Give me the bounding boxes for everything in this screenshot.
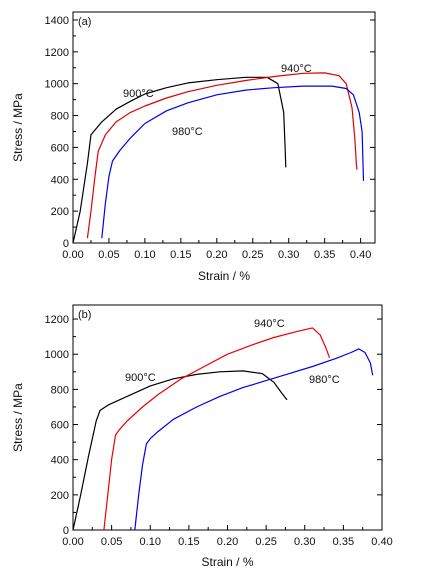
x-tick-label: 0.00 xyxy=(62,249,83,261)
x-tick-label: 0.25 xyxy=(255,536,276,548)
y-axis-title: Stress / MPa xyxy=(11,93,25,162)
y-axis-title: Stress / MPa xyxy=(11,383,25,452)
chart-panel-a: 0.00 0.05 0.10 0.15 0.20 0.25 0.30 0.35 0.40 0 200… xyxy=(11,11,376,283)
series-label: 900°C xyxy=(125,372,156,384)
x-tick-label: 0.35 xyxy=(314,249,335,261)
series-line-980c xyxy=(101,85,365,239)
series-line-900c xyxy=(72,370,288,531)
x-tick-label: 0.15 xyxy=(170,249,191,261)
x-tick-label: 0.10 xyxy=(134,249,155,261)
panel-label: (a) xyxy=(78,16,91,28)
series-label: 980°C xyxy=(309,374,340,386)
y-tick-label: 1200 xyxy=(45,314,69,326)
x-tick-label: 0.05 xyxy=(101,536,122,548)
x-tick-label: 0.25 xyxy=(242,249,263,261)
x-tick-label: 0.35 xyxy=(333,536,354,548)
y-tick-label: 200 xyxy=(51,490,69,502)
y-tick-label: 0 xyxy=(63,238,69,250)
series-line-940c xyxy=(86,72,358,239)
x-axis-title: Strain / % xyxy=(201,555,253,569)
x-tick-label: 0.20 xyxy=(206,249,227,261)
series-label: 900°C xyxy=(123,88,154,100)
x-tick-label: 0.10 xyxy=(140,536,161,548)
series-line-900c xyxy=(72,76,287,244)
y-tick-label: 800 xyxy=(51,384,69,396)
y-tick-label: 400 xyxy=(51,455,69,467)
x-axis-title: Strain / % xyxy=(198,269,250,283)
panel-label: (b) xyxy=(78,309,91,321)
y-tick-label: 1200 xyxy=(45,47,69,59)
y-tick-label: 1000 xyxy=(45,349,69,361)
x-tick-label: 0.30 xyxy=(294,536,315,548)
plot-frame xyxy=(72,11,376,244)
series-label: 940°C xyxy=(254,318,285,330)
series-label: 940°C xyxy=(281,63,312,75)
y-tick-label: 800 xyxy=(51,111,69,123)
y-tick-label: 1000 xyxy=(45,79,69,91)
y-tick-label: 600 xyxy=(51,142,69,154)
y-tick-label: 400 xyxy=(51,174,69,186)
series-line-980c xyxy=(134,348,374,531)
x-tick-label: 0.30 xyxy=(278,249,299,261)
plot-frame xyxy=(72,304,383,531)
y-tick-label: 200 xyxy=(51,206,69,218)
chart-panel-b: 0.00 0.05 0.10 0.15 0.20 0.25 0.30 0.35 0.40 0 200… xyxy=(11,304,393,569)
x-tick-label: 0.15 xyxy=(178,536,199,548)
x-tick-label: 0.20 xyxy=(217,536,238,548)
y-tick-label: 1400 xyxy=(45,15,69,27)
x-tick-label: 0.00 xyxy=(62,536,83,548)
series-line-940c xyxy=(103,327,331,531)
x-tick-label: 0.05 xyxy=(98,249,119,261)
y-tick-label: 600 xyxy=(51,420,69,432)
x-tick-label: 0.40 xyxy=(371,536,392,548)
y-tick-label: 0 xyxy=(63,525,69,537)
x-tick-label: 0.40 xyxy=(350,249,371,261)
series-label: 980°C xyxy=(172,126,203,138)
